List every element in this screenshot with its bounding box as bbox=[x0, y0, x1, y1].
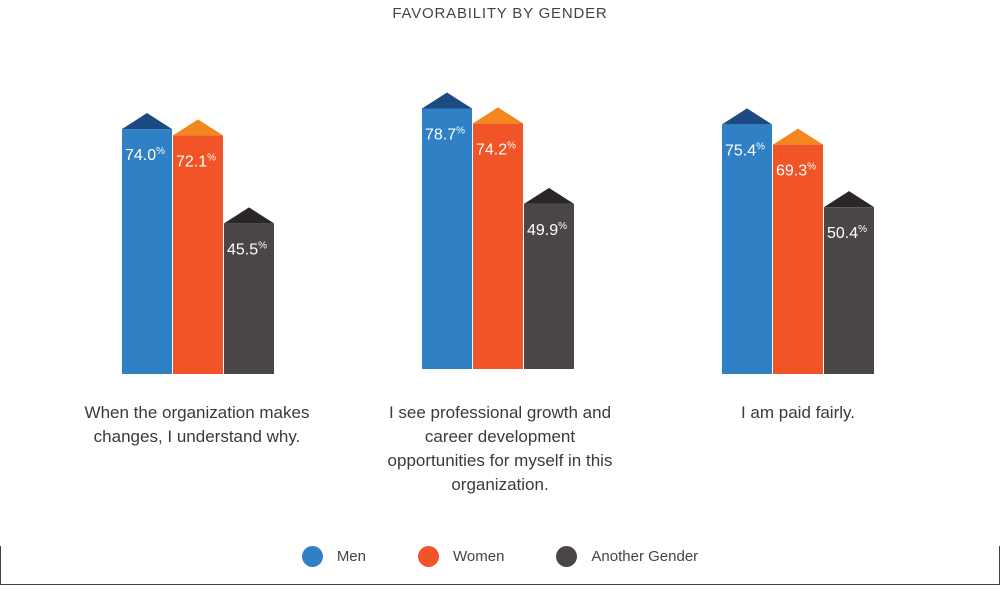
legend-item-men: Men bbox=[301, 545, 366, 567]
data-label-another-gender-0: 45.5% bbox=[227, 240, 267, 258]
legend-item-women: Women bbox=[418, 545, 505, 567]
data-label-another-gender-1: 49.9% bbox=[527, 221, 567, 239]
legend-item-another-gender: Another Gender bbox=[556, 545, 699, 567]
bar-another-gender-2 bbox=[824, 207, 874, 374]
bar-cap-women-2 bbox=[773, 128, 823, 145]
data-label-another-gender-2: 50.4% bbox=[827, 224, 867, 242]
legend-label-women: Women bbox=[453, 547, 505, 565]
bar-men-2 bbox=[722, 124, 772, 375]
category-label-changes: When the organization makes changes, I u… bbox=[84, 403, 310, 446]
legend-label-another-gender: Another Gender bbox=[591, 547, 699, 565]
legend-swatch-another-gender bbox=[556, 545, 578, 567]
chart-title: FAVORABILITY BY GENDER bbox=[392, 5, 608, 22]
bar-cap-another-gender-1 bbox=[524, 187, 574, 204]
legend-swatch-men bbox=[301, 545, 323, 567]
category-label-pay: I am paid fairly. bbox=[740, 403, 855, 422]
bar-cap-another-gender-0 bbox=[224, 207, 274, 224]
legend: Men Women Another Gender bbox=[0, 543, 1000, 569]
bar-cap-men-2 bbox=[722, 108, 772, 125]
bar-cap-women-1 bbox=[473, 107, 523, 124]
category-label-growth: I see professional growth and career dev… bbox=[387, 403, 613, 494]
data-label-men-0: 74.0% bbox=[125, 146, 165, 164]
bar-another-gender-1 bbox=[524, 203, 574, 369]
legend-label-men: Men bbox=[336, 547, 366, 565]
bar-women-2 bbox=[773, 144, 823, 374]
bar-another-gender-0 bbox=[224, 223, 274, 374]
data-label-women-1: 74.2% bbox=[476, 140, 516, 158]
data-label-women-0: 72.1% bbox=[176, 152, 216, 170]
bar-cap-women-0 bbox=[173, 119, 223, 136]
bar-women-0 bbox=[173, 135, 223, 374]
data-label-men-2: 75.4% bbox=[725, 141, 765, 159]
bar-cap-men-1 bbox=[422, 92, 472, 109]
bar-men-1 bbox=[422, 108, 472, 370]
legend-swatch-women bbox=[418, 545, 439, 567]
bar-cap-men-0 bbox=[122, 113, 172, 130]
bar-women-1 bbox=[473, 123, 523, 369]
bar-men-0 bbox=[122, 129, 172, 374]
bar-cap-another-gender-2 bbox=[824, 191, 874, 208]
data-label-women-2: 69.3% bbox=[776, 162, 816, 180]
data-label-men-1: 78.7% bbox=[425, 126, 465, 144]
